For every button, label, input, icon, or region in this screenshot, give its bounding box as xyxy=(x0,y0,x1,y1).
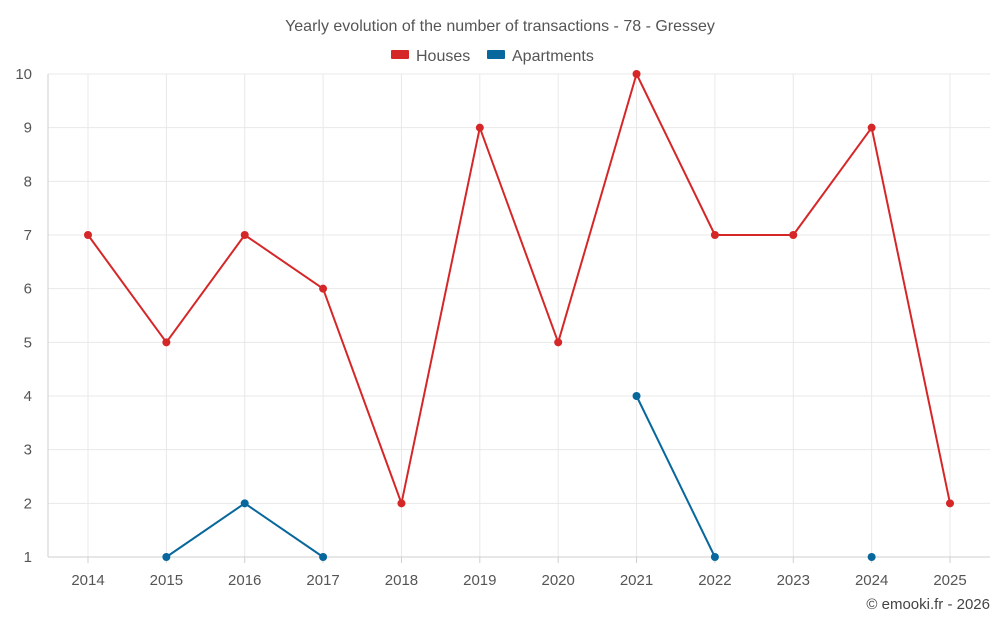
apartments-point[interactable] xyxy=(240,499,249,508)
x-tick-label: 2014 xyxy=(71,572,104,589)
legend-label-apartments[interactable]: Apartments xyxy=(512,48,594,65)
x-tick-label: 2019 xyxy=(463,572,496,589)
x-tick-label: 2024 xyxy=(855,572,888,589)
houses-point[interactable] xyxy=(632,70,641,78)
y-tick-label: 1 xyxy=(24,549,32,566)
houses-point[interactable] xyxy=(162,338,171,347)
x-tick-label: 2017 xyxy=(306,572,339,589)
apartments-point[interactable] xyxy=(162,553,171,561)
houses-line xyxy=(87,73,951,505)
y-tick-label: 10 xyxy=(15,66,32,83)
x-tick-label: 2016 xyxy=(228,572,261,589)
x-tick-label: 2025 xyxy=(933,572,966,589)
y-tick-label: 2 xyxy=(24,495,32,512)
legend-swatch-houses xyxy=(391,50,409,59)
series-houses xyxy=(84,70,954,508)
houses-point[interactable] xyxy=(319,284,328,293)
houses-point[interactable] xyxy=(240,231,249,239)
y-tick-label: 8 xyxy=(24,173,32,190)
x-tick-label: 2018 xyxy=(385,572,418,589)
houses-point[interactable] xyxy=(84,231,92,239)
houses-point[interactable] xyxy=(397,499,406,508)
houses-point[interactable] xyxy=(554,338,563,347)
houses-point[interactable] xyxy=(867,123,876,132)
y-tick-label: 3 xyxy=(24,442,32,459)
x-tick-label: 2022 xyxy=(698,572,731,589)
apartments-point[interactable] xyxy=(632,392,641,400)
x-tick-label: 2023 xyxy=(777,572,810,589)
apartments-point[interactable] xyxy=(319,553,328,561)
y-tick-label: 5 xyxy=(24,334,32,351)
y-tick-label: 6 xyxy=(24,281,32,298)
y-axis: 1 2 3 4 5 6 7 8 9 10 xyxy=(15,66,49,566)
series-apartments xyxy=(162,392,876,561)
x-tick-label: 2021 xyxy=(620,572,653,589)
credit-text: © emooki.fr - 2026 xyxy=(866,596,990,613)
y-tick-label: 9 xyxy=(24,120,32,137)
houses-point[interactable] xyxy=(710,231,719,239)
apartments-line xyxy=(635,395,716,558)
apartments-point[interactable] xyxy=(710,553,719,561)
houses-point[interactable] xyxy=(475,123,484,132)
grid xyxy=(48,73,990,558)
y-tick-label: 4 xyxy=(24,388,32,405)
legend-label-houses[interactable]: Houses xyxy=(416,48,470,65)
legend: Houses Apartments xyxy=(391,48,594,65)
chart-title: Yearly evolution of the number of transa… xyxy=(285,18,715,35)
x-tick-label: 2020 xyxy=(541,572,574,589)
x-tick-label: 2015 xyxy=(150,572,183,589)
houses-point[interactable] xyxy=(789,231,798,239)
y-tick-label: 7 xyxy=(24,227,32,244)
apartments-point[interactable] xyxy=(867,553,876,561)
x-axis: 2014 2015 2016 2017 2018 2019 2020 2021 2022 2023… xyxy=(48,556,990,589)
legend-swatch-apartments xyxy=(487,50,505,59)
houses-point[interactable] xyxy=(946,499,954,508)
